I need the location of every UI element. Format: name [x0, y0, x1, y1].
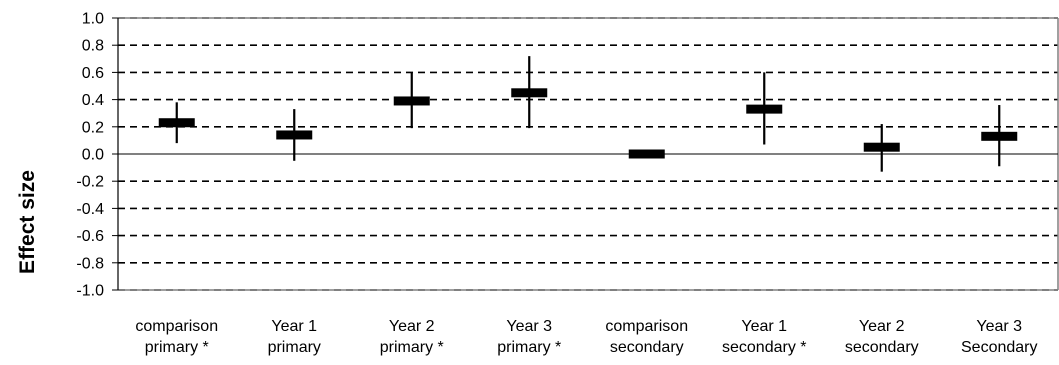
x-category-label-line: Year 1 — [741, 318, 787, 335]
y-tick-label: 1.0 — [82, 11, 104, 28]
y-tick-label: -0.2 — [76, 174, 104, 191]
x-category-label-line: secondary — [610, 339, 684, 356]
x-category-label-line: primary — [268, 339, 321, 356]
x-category-label-line: Year 2 — [389, 318, 435, 335]
y-tick-label: 0.6 — [82, 65, 104, 82]
mean-marker — [158, 118, 195, 128]
x-category-label: Year 3 primary * — [497, 318, 561, 356]
mean-marker — [746, 104, 783, 114]
x-category-label-line: Year 3 — [976, 318, 1022, 335]
x-category-label-line: comparison — [135, 318, 218, 335]
y-axis-label: Effect size — [16, 170, 39, 274]
y-tick-label: 0.4 — [82, 92, 104, 109]
x-category-label: Year 1 primary — [268, 318, 321, 356]
y-tick-label: 0.0 — [82, 147, 104, 164]
x-category-label: comparison secondary — [605, 318, 688, 356]
mean-marker — [393, 96, 430, 106]
x-category-label-line: secondary — [845, 339, 919, 356]
y-tick-label: -0.6 — [76, 228, 104, 245]
x-category-label-line: Year 2 — [859, 318, 905, 335]
x-category-label: Year 1 secondary * — [722, 318, 807, 356]
y-tick-label: -0.8 — [76, 255, 104, 272]
y-tick-label: 0.8 — [82, 38, 104, 55]
mean-marker — [863, 142, 900, 152]
x-category-label: Year 2 primary * — [380, 318, 444, 356]
x-category-label: Year 2 secondary — [845, 318, 919, 356]
x-category-labels: comparison primary * Year 1 primary Year 2 pr… — [135, 318, 1037, 356]
y-tick-label: 0.2 — [82, 119, 104, 136]
mean-marker — [981, 131, 1018, 141]
x-category-label-line: Year 1 — [271, 318, 317, 335]
x-category-label-line: Year 3 — [506, 318, 552, 335]
mean-marker — [276, 130, 313, 140]
mean-marker — [628, 149, 665, 159]
axes — [112, 17, 1059, 291]
y-tick-label: -1.0 — [76, 283, 104, 300]
mean-marker — [511, 88, 548, 98]
x-category-label-line: secondary * — [722, 339, 807, 356]
x-category-label-line: primary * — [145, 339, 209, 356]
data-marks — [158, 56, 1018, 172]
x-category-label-line: primary * — [497, 339, 561, 356]
x-category-label-line: Secondary — [961, 339, 1038, 356]
x-category-label-line: primary * — [380, 339, 444, 356]
y-tick-labels: 1.0 0.8 0.6 0.4 0.2 0.0 -0.2 -0.4 -0.6 -0.8 -1.0 — [76, 11, 104, 300]
x-category-label-line: comparison — [605, 318, 688, 335]
x-category-label: comparison primary * — [135, 318, 218, 356]
y-tick-label: -0.4 — [76, 201, 104, 218]
x-category-label: Year 3 Secondary — [961, 318, 1038, 356]
